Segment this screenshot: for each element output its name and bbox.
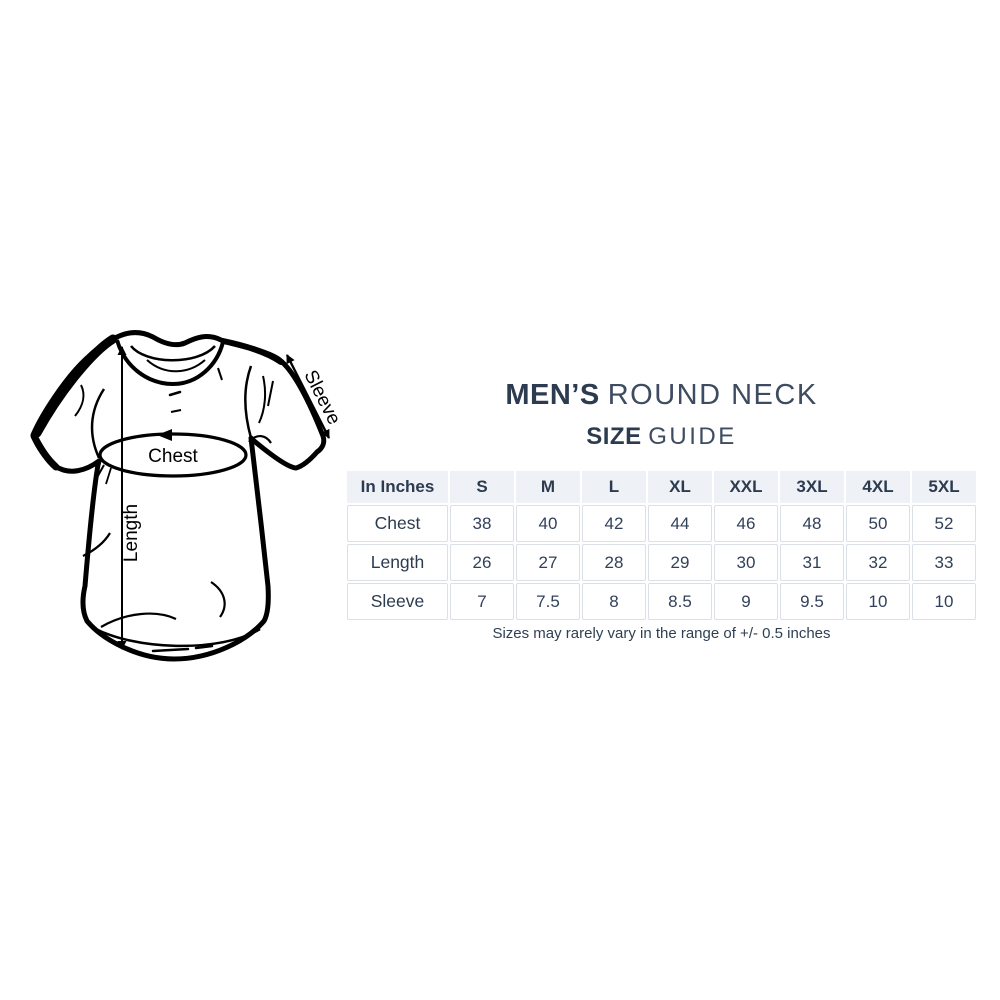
tshirt-collar-dash bbox=[168, 390, 182, 397]
tshirt-measurement-diagram: Chest Length Sleeve bbox=[25, 318, 345, 680]
sleeve-value-3xl: 9.5 bbox=[780, 583, 844, 620]
chest-value-3xl: 48 bbox=[780, 505, 844, 542]
page-title-regular: ROUND NECK bbox=[607, 379, 818, 411]
length-value-4xl: 32 bbox=[846, 544, 910, 581]
row-label-chest: Chest bbox=[347, 505, 448, 542]
tshirt-outline bbox=[30, 330, 327, 662]
tshirt-neckline-inner bbox=[130, 345, 216, 362]
tshirt-collar-fold bbox=[146, 359, 206, 373]
size-header-l: L bbox=[582, 471, 646, 503]
hem-dash-1 bbox=[151, 647, 190, 653]
size-header-xl: XL bbox=[648, 471, 712, 503]
sleeve-value-4xl: 10 bbox=[846, 583, 910, 620]
right-body-fold bbox=[210, 581, 226, 618]
length-value-l: 28 bbox=[582, 544, 646, 581]
chest-value-s: 38 bbox=[450, 505, 514, 542]
size-disclaimer: Sizes may rarely vary in the range of +/… bbox=[492, 625, 831, 642]
sleeve-value-5xl: 10 bbox=[912, 583, 976, 620]
right-armpit-hook bbox=[248, 435, 272, 444]
chest-value-xl: 44 bbox=[648, 505, 712, 542]
chest-value-5xl: 52 bbox=[912, 505, 976, 542]
row-label-sleeve: Sleeve bbox=[347, 583, 448, 620]
table-row-length: Length 26 27 28 29 30 31 32 33 bbox=[347, 544, 976, 581]
page-title: MEN’S ROUND NECK bbox=[345, 381, 978, 410]
left-armpit-fold-2 bbox=[105, 467, 112, 485]
page-title-bold: MEN’S bbox=[505, 379, 600, 411]
sleeve-value-l: 8 bbox=[582, 583, 646, 620]
length-value-3xl: 31 bbox=[780, 544, 844, 581]
page-subtitle: SIZE GUIDE bbox=[345, 425, 978, 449]
sleeve-value-m: 7.5 bbox=[516, 583, 580, 620]
left-armpit-fold-1 bbox=[94, 464, 105, 482]
hem-smile-fold bbox=[100, 612, 177, 628]
sleeve-measure-arrow bbox=[285, 354, 331, 439]
chest-value-4xl: 50 bbox=[846, 505, 910, 542]
left-sleeve-seam bbox=[90, 388, 106, 459]
size-header-m: M bbox=[516, 471, 580, 503]
length-value-5xl: 33 bbox=[912, 544, 976, 581]
row-label-length: Length bbox=[347, 544, 448, 581]
unit-header: In Inches bbox=[347, 471, 448, 503]
chest-dash bbox=[170, 409, 182, 413]
sleeve-value-xl: 8.5 bbox=[648, 583, 712, 620]
page-subtitle-regular: GUIDE bbox=[648, 423, 737, 450]
tshirt-left-cuff-edge bbox=[30, 432, 60, 471]
length-value-s: 26 bbox=[450, 544, 514, 581]
tshirt-right-shoulder-edge bbox=[220, 338, 284, 365]
hem-band-inner-line bbox=[89, 624, 261, 648]
size-header-xxl: XXL bbox=[714, 471, 778, 503]
right-sleeve-fold-2 bbox=[267, 380, 274, 407]
chest-measure-ellipse bbox=[98, 432, 248, 478]
tshirt-illustration: Chest Length Sleeve bbox=[30, 330, 344, 662]
length-label: Length bbox=[121, 504, 142, 562]
size-header-3xl: 3XL bbox=[780, 471, 844, 503]
length-value-m: 27 bbox=[516, 544, 580, 581]
tshirt-neckline-outer bbox=[115, 339, 225, 387]
chest-value-l: 42 bbox=[582, 505, 646, 542]
table-row-sleeve: Sleeve 7 7.5 8 8.5 9 9.5 10 10 bbox=[347, 583, 976, 620]
tshirt-left-shoulder-edge bbox=[32, 334, 118, 438]
right-sleeve-fold-1 bbox=[258, 375, 267, 424]
size-table-header-row: In Inches S M L XL XXL 3XL 4XL 5XL bbox=[347, 471, 976, 503]
sleeve-value-s: 7 bbox=[450, 583, 514, 620]
sleeve-value-xxl: 9 bbox=[714, 583, 778, 620]
length-value-xxl: 30 bbox=[714, 544, 778, 581]
chest-value-m: 40 bbox=[516, 505, 580, 542]
left-sleeve-fold bbox=[74, 384, 85, 417]
left-waist-fold bbox=[82, 532, 111, 557]
chest-label: Chest bbox=[148, 446, 198, 467]
size-header-s: S bbox=[450, 471, 514, 503]
page-subtitle-bold: SIZE bbox=[586, 423, 642, 450]
size-table: In Inches S M L XL XXL 3XL 4XL 5XL Chest… bbox=[345, 469, 978, 622]
tshirt-collar-tick bbox=[217, 367, 223, 381]
right-sleeve-seam bbox=[244, 365, 253, 439]
chest-arrowhead bbox=[157, 429, 172, 441]
length-value-xl: 29 bbox=[648, 544, 712, 581]
hem-dash-2 bbox=[194, 644, 214, 650]
table-row-chest: Chest 38 40 42 44 46 48 50 52 bbox=[347, 505, 976, 542]
size-header-5xl: 5XL bbox=[912, 471, 976, 503]
chest-value-xxl: 46 bbox=[714, 505, 778, 542]
size-header-4xl: 4XL bbox=[846, 471, 910, 503]
